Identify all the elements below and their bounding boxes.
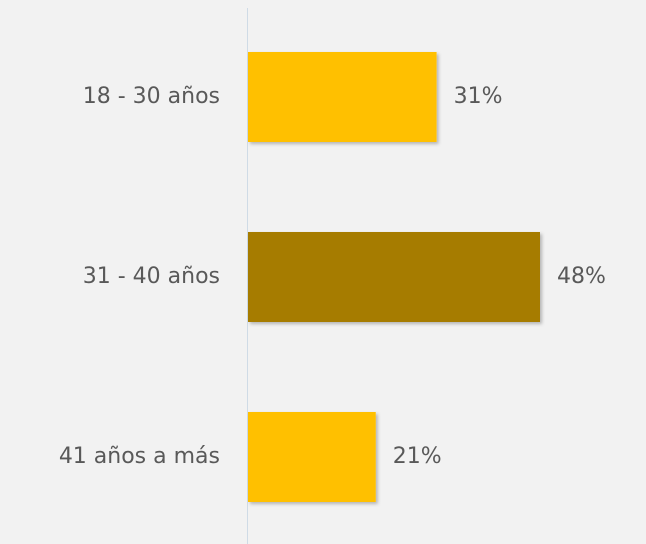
bar bbox=[248, 232, 540, 322]
bar bbox=[248, 412, 376, 502]
value-label: 31% bbox=[454, 84, 503, 109]
category-label: 31 - 40 años bbox=[83, 264, 220, 289]
value-label: 21% bbox=[393, 444, 442, 469]
category-label: 41 años a más bbox=[59, 444, 220, 469]
value-label: 48% bbox=[557, 264, 606, 289]
bar bbox=[248, 52, 437, 142]
category-label: 18 - 30 años bbox=[83, 84, 220, 109]
